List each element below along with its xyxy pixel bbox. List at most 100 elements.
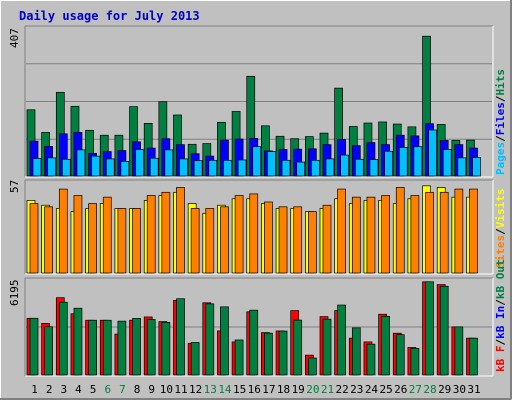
day-tick-label: 5: [90, 383, 97, 396]
legend-kbout: kB Out: [494, 259, 507, 299]
kbout-bar: [161, 321, 171, 376]
sites-bar: [264, 201, 273, 274]
sites-bar: [205, 208, 215, 274]
kbout-bar: [395, 334, 405, 376]
day-tick-label: 18: [277, 383, 290, 396]
kbout-bar: [308, 357, 317, 376]
pages-bar: [164, 149, 174, 177]
pages-bar: [296, 161, 306, 177]
day-tick-label: 14: [218, 383, 232, 396]
kbout-bar: [337, 304, 346, 376]
svg-text:kB F/kB In/kB Out: kB F/kB In/kB Out: [494, 259, 507, 372]
sites-bar: [234, 195, 244, 274]
kbout-bar: [293, 319, 303, 376]
sites-bar: [395, 187, 405, 274]
pages-bar: [472, 157, 481, 177]
day-tick-label: 3: [60, 383, 67, 396]
kbout-bar: [351, 327, 361, 376]
kbout-bar: [88, 319, 97, 376]
kbout-bar: [469, 337, 478, 376]
day-tick-label: 22: [336, 383, 349, 396]
kbout-bar: [439, 285, 449, 376]
sites-bar: [249, 193, 259, 274]
pages-bar: [223, 159, 232, 177]
kbout-bar: [410, 348, 420, 376]
day-tick-label: 30: [453, 383, 466, 396]
day-tick-label: 10: [160, 383, 173, 396]
legend-files: Files: [494, 102, 507, 135]
kbout-bar: [44, 326, 54, 376]
pages-bar: [340, 154, 349, 177]
sites-bar: [322, 204, 332, 274]
day-tick-label: 27: [409, 383, 422, 396]
pages-bar: [457, 157, 467, 177]
pages-bar: [384, 150, 393, 177]
kbout-bar: [381, 315, 390, 376]
day-tick-label: 23: [350, 383, 363, 396]
day-tick-label: 15: [233, 383, 246, 396]
legend-hits: Hits: [494, 69, 507, 96]
kbout-bar: [425, 281, 434, 376]
sites-bar: [410, 195, 420, 274]
kbout-bar: [132, 318, 141, 376]
pages-bar: [413, 146, 423, 177]
kbout-bar: [102, 319, 112, 376]
svg-text:Pages/Files/Hits: Pages/Files/Hits: [494, 69, 507, 175]
legend-visits: Visits: [494, 189, 507, 229]
pages-bar: [428, 129, 437, 177]
pages-bar: [354, 158, 364, 177]
pages-bar: [76, 149, 86, 177]
day-tick-label: 25: [379, 383, 392, 396]
sites-bar: [44, 206, 54, 274]
day-tick-label: 7: [119, 383, 126, 396]
kbout-bar: [264, 332, 273, 376]
kbout-bar: [366, 343, 376, 376]
kbout-bar: [220, 306, 229, 376]
visits-ymax-label: 57: [8, 180, 21, 193]
sites-bar: [190, 208, 200, 274]
day-tick-label: 24: [365, 383, 379, 396]
day-tick-label: 29: [438, 383, 451, 396]
pages-bar: [105, 158, 115, 177]
sites-bar: [146, 195, 156, 274]
pages-bar: [47, 157, 57, 177]
sites-bar: [58, 188, 68, 274]
pages-bar: [267, 151, 276, 177]
legend-kbin: kB In: [494, 306, 507, 339]
pages-bar: [120, 161, 130, 177]
chart-title: Daily usage for July 2013: [19, 9, 200, 23]
sites-bar: [176, 187, 185, 274]
legend-pages-files-hits: Pages/Files/Hits: [494, 69, 507, 175]
legend-kbf: kB F: [494, 346, 507, 373]
kb-ymax-label: 6195: [8, 280, 21, 307]
sites-bar: [73, 195, 83, 274]
day-tick-label: 11: [174, 383, 187, 396]
day-tick-label: 31: [467, 383, 480, 396]
kbout-bar: [29, 317, 39, 376]
pages-bar: [311, 159, 320, 177]
sites-bar: [381, 195, 390, 274]
pages-bar: [61, 158, 71, 177]
day-tick-label: 1: [31, 383, 38, 396]
day-tick-label: 28: [423, 383, 436, 396]
day-tick-label: 12: [189, 383, 202, 396]
sites-bar: [454, 188, 464, 274]
kbout-bar: [146, 319, 156, 376]
svg-text:Sites/Visits: Sites/Visits: [494, 189, 507, 269]
day-tick-label: 13: [204, 383, 217, 396]
legend-sites-visits: Sites/Visits: [494, 189, 507, 269]
pages-bar: [252, 146, 262, 177]
pages-bar: [325, 158, 335, 177]
sites-bar: [220, 206, 229, 274]
kbout-bar: [58, 301, 68, 376]
sites-bar: [117, 208, 127, 274]
pages-bar: [149, 157, 159, 177]
pages-bar: [442, 149, 452, 177]
sites-bar: [439, 191, 449, 274]
legend-pages: Pages: [494, 142, 507, 175]
pages-bar: [398, 147, 408, 177]
pages-bar: [91, 155, 100, 177]
day-tick-label: 2: [46, 383, 53, 396]
day-tick-label: 26: [394, 383, 407, 396]
